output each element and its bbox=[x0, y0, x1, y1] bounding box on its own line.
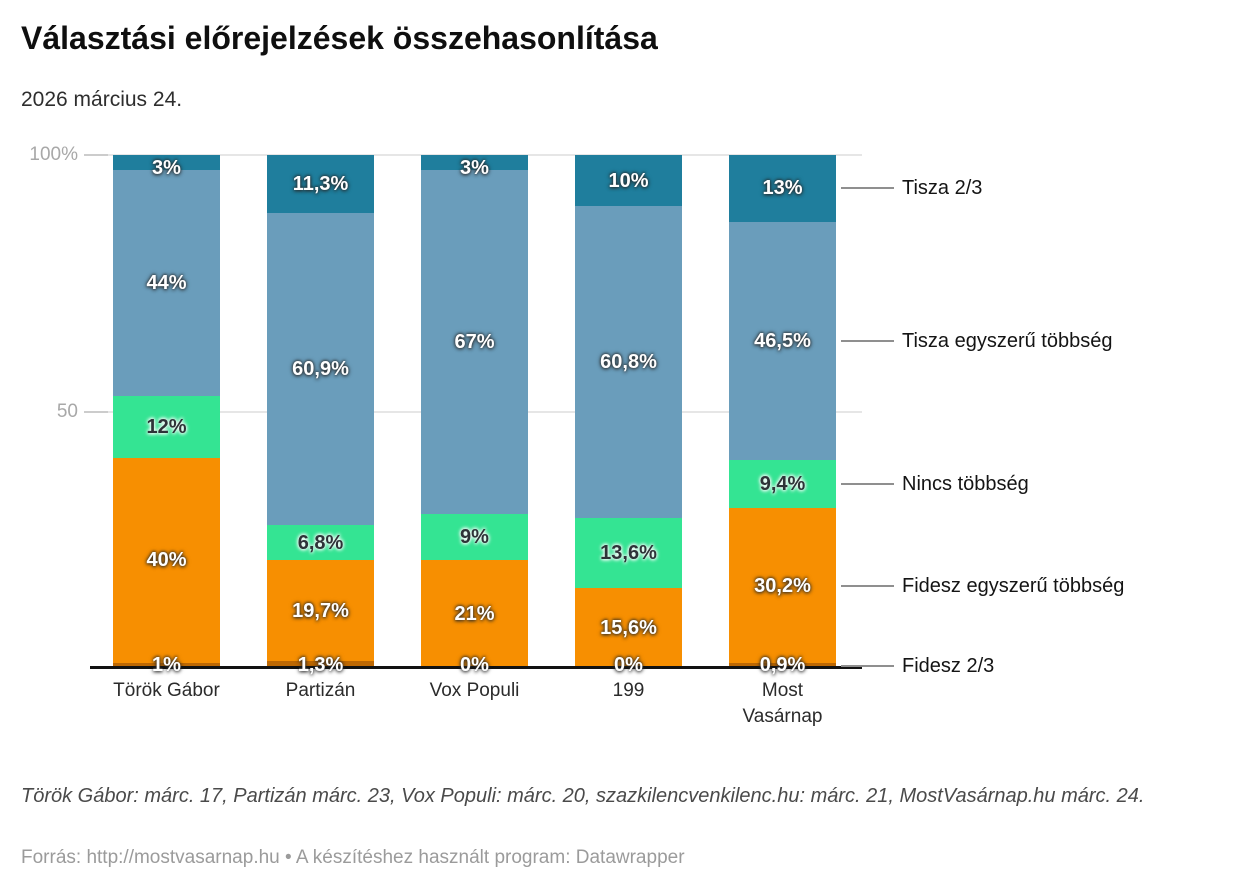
bar-segment[interactable] bbox=[113, 155, 220, 171]
bar-segment[interactable] bbox=[113, 396, 220, 458]
bar-segment[interactable] bbox=[421, 514, 528, 561]
legend-label: Nincs többség bbox=[902, 473, 1029, 496]
bar-segment[interactable] bbox=[421, 155, 528, 171]
legend-connector-line bbox=[841, 339, 894, 342]
bar-segment[interactable] bbox=[729, 221, 836, 461]
bar-segment[interactable] bbox=[575, 587, 682, 668]
page-title: Választási előrejelzések összehasonlítás… bbox=[21, 20, 658, 56]
bar-segment[interactable] bbox=[729, 460, 836, 509]
bar-segment[interactable] bbox=[421, 170, 528, 515]
x-axis-category-label: Török Gábor bbox=[113, 680, 220, 701]
x-axis-category-label: Most Vasárnap bbox=[742, 680, 823, 727]
page-subtitle: 2026 március 24. bbox=[21, 88, 183, 111]
legend-label: Fidesz 2/3 bbox=[902, 654, 995, 677]
legend-connector-line bbox=[841, 187, 894, 190]
y-axis-label: 50 bbox=[56, 400, 78, 422]
legend-connector-line bbox=[841, 483, 894, 486]
bar-segment[interactable] bbox=[267, 525, 374, 561]
x-axis-line bbox=[90, 666, 862, 669]
bar-segment[interactable] bbox=[267, 212, 374, 526]
footnote: Török Gábor: márc. 17, Partizán márc. 23… bbox=[21, 785, 1145, 807]
bar-segment[interactable] bbox=[729, 155, 836, 222]
legend-connector-line bbox=[841, 584, 894, 587]
bar-segment[interactable] bbox=[421, 560, 528, 668]
bar-segment[interactable] bbox=[113, 457, 220, 663]
x-axis-category-label: Vox Populi bbox=[429, 680, 520, 701]
x-axis-category-label: 199 bbox=[612, 680, 645, 701]
bar-segment[interactable] bbox=[575, 206, 682, 519]
bar-segment[interactable] bbox=[729, 663, 836, 668]
stacked-bar-chart: 100% 50 1% 1,3% 0% 0% 0,9% 40% 19,7% 21% 15,6% 30,2… bbox=[29, 144, 1125, 727]
bar-segment[interactable] bbox=[267, 155, 374, 213]
bar-segment[interactable] bbox=[575, 155, 682, 207]
bar-segment[interactable] bbox=[267, 661, 374, 668]
source-line: Forrás: http://mostvasarnap.hu • A készí… bbox=[21, 847, 685, 868]
legend-label: Tisza 2/3 bbox=[902, 177, 983, 200]
y-axis-label: 100% bbox=[29, 144, 78, 165]
legend-label: Tisza egyszerű többség bbox=[902, 329, 1113, 352]
y-axis-tick bbox=[84, 154, 108, 156]
legend-connector-line bbox=[841, 664, 894, 667]
bar-segment[interactable] bbox=[267, 560, 374, 662]
bar-segment[interactable] bbox=[729, 508, 836, 664]
legend-label: Fidesz egyszerű többség bbox=[902, 574, 1125, 597]
bar-segment[interactable] bbox=[575, 518, 682, 588]
bar-segment[interactable] bbox=[113, 662, 220, 668]
x-axis-category-label: Partizán bbox=[285, 680, 356, 701]
y-axis-tick bbox=[84, 410, 108, 413]
bar-segment[interactable] bbox=[113, 170, 220, 397]
